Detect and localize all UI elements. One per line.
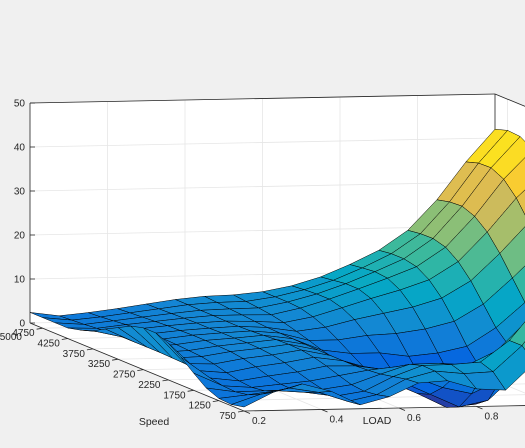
speed-tick-label: 1250 xyxy=(189,401,212,412)
grid-line-z xyxy=(29,137,496,148)
load-tick-label: 0.6 xyxy=(407,413,421,424)
x-axis-label: LOAD xyxy=(363,415,392,427)
load-tick-mark xyxy=(398,407,406,411)
speed-tick-label: 1750 xyxy=(163,390,186,401)
z-tick-label: 0 xyxy=(19,319,25,330)
load-tick-mark xyxy=(321,409,328,413)
load-tick-label: 0.4 xyxy=(330,415,344,426)
speed-tick-mark xyxy=(61,338,68,340)
surface-patch xyxy=(231,392,274,408)
speed-tick-mark xyxy=(162,379,169,382)
surface-mesh xyxy=(29,128,525,408)
load-tick-label: 0.2 xyxy=(252,416,266,427)
speed-tick-label: 2250 xyxy=(138,380,161,391)
speed-tick-mark xyxy=(187,389,194,392)
speed-tick-mark xyxy=(137,369,144,371)
speed-tick-label: 3250 xyxy=(88,359,111,370)
grid-line-z xyxy=(29,181,496,192)
speed-tick-mark xyxy=(36,327,43,330)
axis-labels: LOAD Speed xyxy=(139,415,392,428)
speed-tick-label: 750 xyxy=(219,411,236,422)
speed-tick-mark xyxy=(237,410,245,413)
speed-tick-label: 4750 xyxy=(12,328,35,339)
speed-tick-mark xyxy=(86,348,93,351)
z-tick-label: 40 xyxy=(14,143,26,154)
load-tick-mark xyxy=(476,406,483,410)
speed-tick-mark xyxy=(212,400,219,402)
load-tick-mark xyxy=(243,410,251,414)
surface-patch xyxy=(521,341,525,351)
speed-tick-label: 4250 xyxy=(38,339,61,350)
z-tick-label: 30 xyxy=(14,187,26,198)
load-tick-label: 0.8 xyxy=(485,412,499,423)
box-edge xyxy=(29,93,496,104)
z-tick-label: 10 xyxy=(14,275,26,286)
speed-tick-label: 2750 xyxy=(113,370,136,381)
axes-ticks: 010203040500.20.40.60.811.21.47501250175… xyxy=(0,99,499,428)
z-tick-label: 20 xyxy=(14,231,26,242)
speed-tick-mark xyxy=(112,358,119,361)
speed-corner-tick-label: 5000 xyxy=(0,332,22,343)
z-tick-label: 50 xyxy=(14,99,26,110)
y-axis-label: Speed xyxy=(139,416,170,428)
speed-tick-label: 3750 xyxy=(63,349,86,360)
speed-axis-line xyxy=(29,322,245,412)
